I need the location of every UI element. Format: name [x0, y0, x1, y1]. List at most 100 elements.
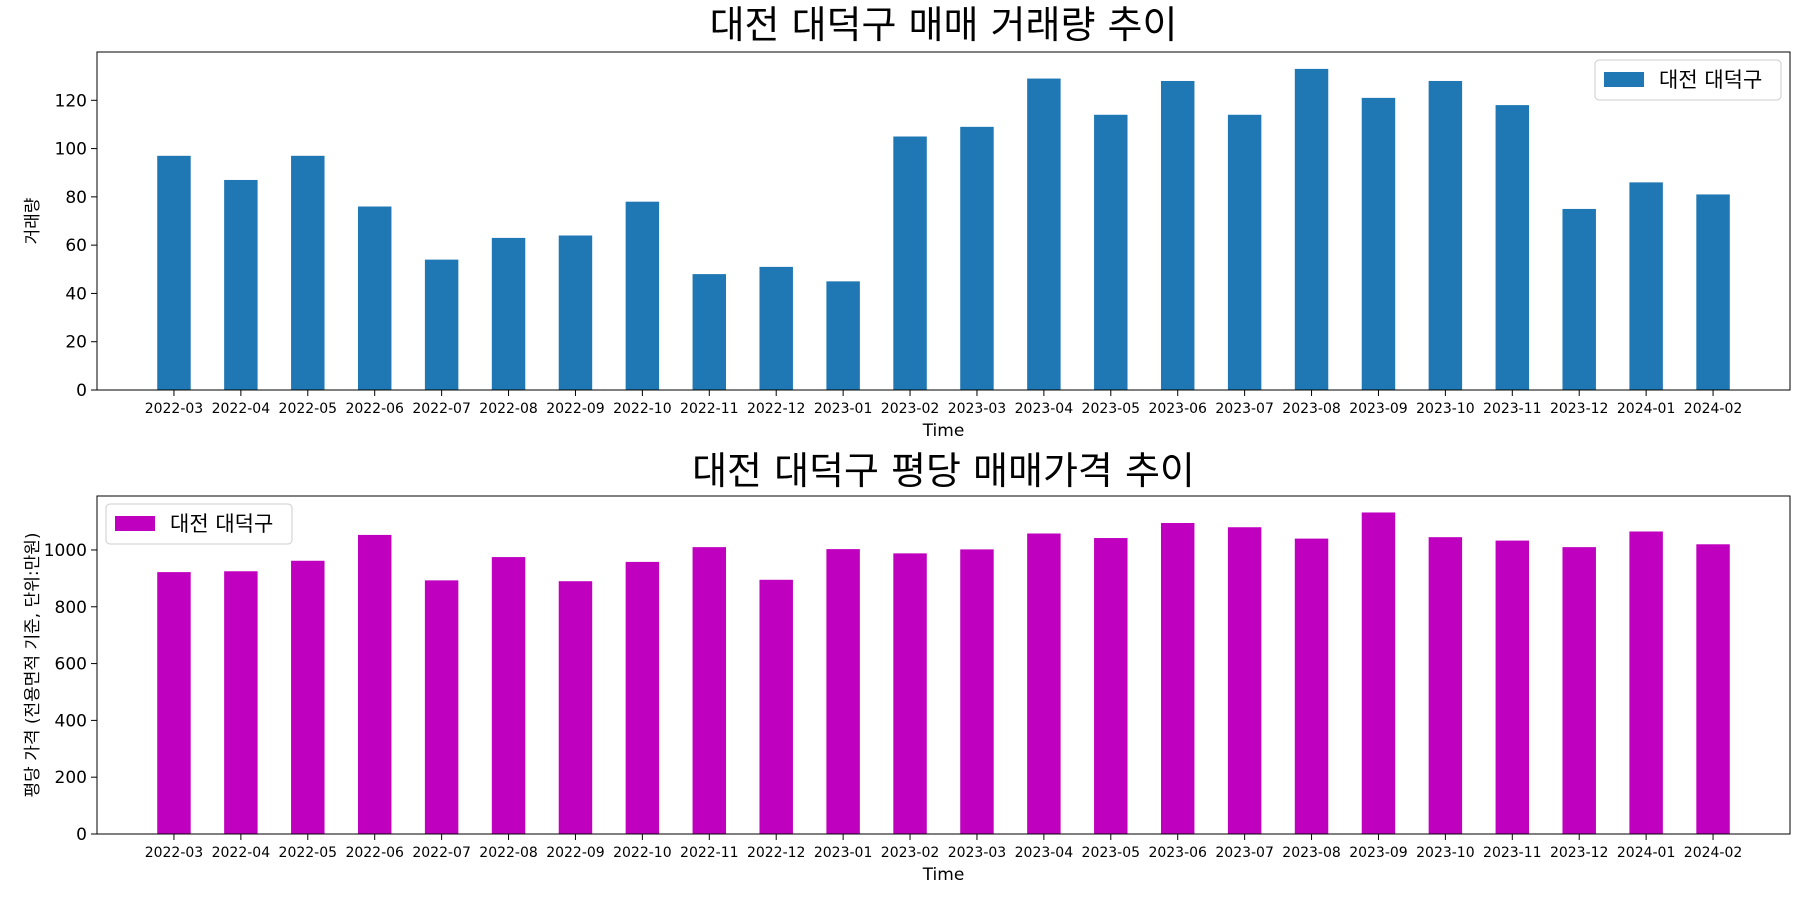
x-tick-label: 2023-09 — [1349, 845, 1408, 861]
bar-2022-04 — [224, 571, 258, 834]
bar-2023-10 — [1428, 80, 1463, 390]
x-tick-label: 2023-02 — [881, 845, 940, 861]
y-tick-label: 1000 — [44, 541, 87, 561]
bar-2023-09 — [1361, 97, 1396, 391]
bar-2022-09 — [558, 235, 593, 390]
legend-swatch — [115, 516, 155, 531]
x-tick-label: 2022-12 — [747, 845, 806, 861]
bar-2023-03 — [960, 126, 994, 390]
bar-2022-03 — [157, 572, 191, 834]
legend-label: 대전 대덕구 — [170, 512, 273, 536]
x-tick-label: 2024-01 — [1617, 401, 1676, 417]
y-tick-label: 800 — [55, 598, 87, 618]
x-tick-label: 2022-05 — [279, 401, 338, 417]
x-tick-label: 2023-06 — [1148, 401, 1207, 417]
chart-2: 0 200 400 600 800 1000 2022-03 2022-04 2022-05 20… — [23, 495, 1791, 885]
bar-2023-06 — [1160, 522, 1195, 834]
bar-2023-12 — [1562, 208, 1596, 390]
x-tick-label: 2022-12 — [747, 401, 806, 417]
bar-2024-01 — [1629, 531, 1663, 834]
x-tick-label: 2023-12 — [1550, 845, 1609, 861]
x-tick-label: 2022-09 — [546, 845, 605, 861]
x-tick-label: 2023-03 — [948, 401, 1007, 417]
legend-swatch — [1604, 72, 1644, 87]
y-tick-label: 400 — [55, 711, 87, 731]
bar-2022-09 — [558, 581, 593, 834]
bar-2023-08 — [1294, 538, 1329, 834]
bar-2022-08 — [491, 237, 526, 390]
bar-2022-12 — [759, 266, 793, 390]
legend: 대전 대덕구 — [105, 503, 293, 545]
x-tick-label: 2023-08 — [1282, 401, 1341, 417]
bar-2023-04 — [1027, 533, 1061, 834]
bar-2023-11 — [1495, 105, 1530, 391]
bar-2022-06 — [357, 206, 392, 390]
x-tick-label: 2022-04 — [212, 845, 271, 861]
x-tick-label: 2023-10 — [1416, 845, 1475, 861]
legend-box — [1594, 59, 1782, 101]
x-tick-label: 2023-01 — [814, 845, 873, 861]
bar-2023-11 — [1495, 540, 1530, 834]
x-axis-label: Time — [922, 865, 965, 885]
x-tick-label: 2022-07 — [412, 401, 471, 417]
y-tick-label: 40 — [65, 284, 87, 304]
bar-2024-01 — [1629, 182, 1663, 390]
x-tick-label: 2022-04 — [212, 401, 271, 417]
x-tick-label: 2024-02 — [1684, 845, 1743, 861]
bar-2022-07 — [424, 580, 459, 834]
x-tick-label: 2022-09 — [546, 401, 605, 417]
legend-label: 대전 대덕구 — [1659, 68, 1762, 92]
y-tick-label: 20 — [65, 333, 87, 353]
x-tick-label: 2022-08 — [479, 401, 538, 417]
x-tick-label: 2022-06 — [345, 845, 404, 861]
bar-2022-10 — [625, 201, 660, 390]
x-tick-label: 2022-11 — [680, 401, 739, 417]
bar-2023-06 — [1160, 80, 1195, 390]
bar-2023-02 — [893, 136, 927, 390]
x-tick-label: 2022-11 — [680, 845, 739, 861]
bar-2022-04 — [224, 179, 258, 390]
x-tick-label: 2023-04 — [1015, 401, 1074, 417]
y-axis-label: 거래량 — [23, 197, 43, 244]
chart-1-title: 대전 대덕구 매매 거래량 추이 — [709, 3, 1178, 47]
y-tick-label: 60 — [65, 236, 87, 256]
bar-2023-10 — [1428, 537, 1463, 834]
x-tick-label: 2023-08 — [1282, 845, 1341, 861]
x-tick-label: 2023-05 — [1082, 401, 1141, 417]
bar-2022-07 — [424, 259, 459, 390]
x-tick-label: 2023-11 — [1483, 845, 1542, 861]
bar-2022-12 — [759, 579, 793, 834]
bar-2023-01 — [826, 281, 860, 390]
plot-frame — [96, 51, 1791, 391]
y-tick-label: 0 — [76, 381, 87, 401]
x-tick-label: 2022-10 — [613, 401, 672, 417]
x-tick-label: 2023-07 — [1215, 401, 1274, 417]
bar-2022-05 — [291, 560, 325, 834]
x-tick-label: 2024-01 — [1617, 845, 1676, 861]
bar-2022-06 — [357, 534, 392, 834]
bar-2022-10 — [625, 561, 660, 834]
legend: 대전 대덕구 — [1594, 59, 1782, 101]
bar-2022-08 — [491, 557, 526, 834]
bar-2023-04 — [1027, 78, 1061, 390]
bar-2022-05 — [291, 155, 325, 390]
y-tick-label: 80 — [65, 188, 87, 208]
plot-frame — [96, 495, 1791, 835]
x-tick-label: 2023-11 — [1483, 401, 1542, 417]
bar-2023-09 — [1361, 512, 1396, 834]
x-tick-label: 2022-05 — [279, 845, 338, 861]
bar-2023-02 — [893, 553, 927, 834]
x-tick-label: 2022-08 — [479, 845, 538, 861]
y-axis-label: 평당 가격 (전용면적 기준, 단위:만원) — [23, 533, 43, 798]
bar-2023-07 — [1227, 114, 1262, 391]
x-tick-label: 2023-06 — [1148, 845, 1207, 861]
x-tick-label: 2023-04 — [1015, 845, 1074, 861]
x-tick-label: 2022-10 — [613, 845, 672, 861]
x-tick-label: 2023-01 — [814, 401, 873, 417]
bar-2024-02 — [1696, 194, 1730, 390]
x-axis-label: Time — [922, 421, 965, 441]
x-tick-label: 2022-03 — [145, 845, 204, 861]
bar-2024-02 — [1696, 544, 1730, 834]
x-tick-label: 2022-03 — [145, 401, 204, 417]
